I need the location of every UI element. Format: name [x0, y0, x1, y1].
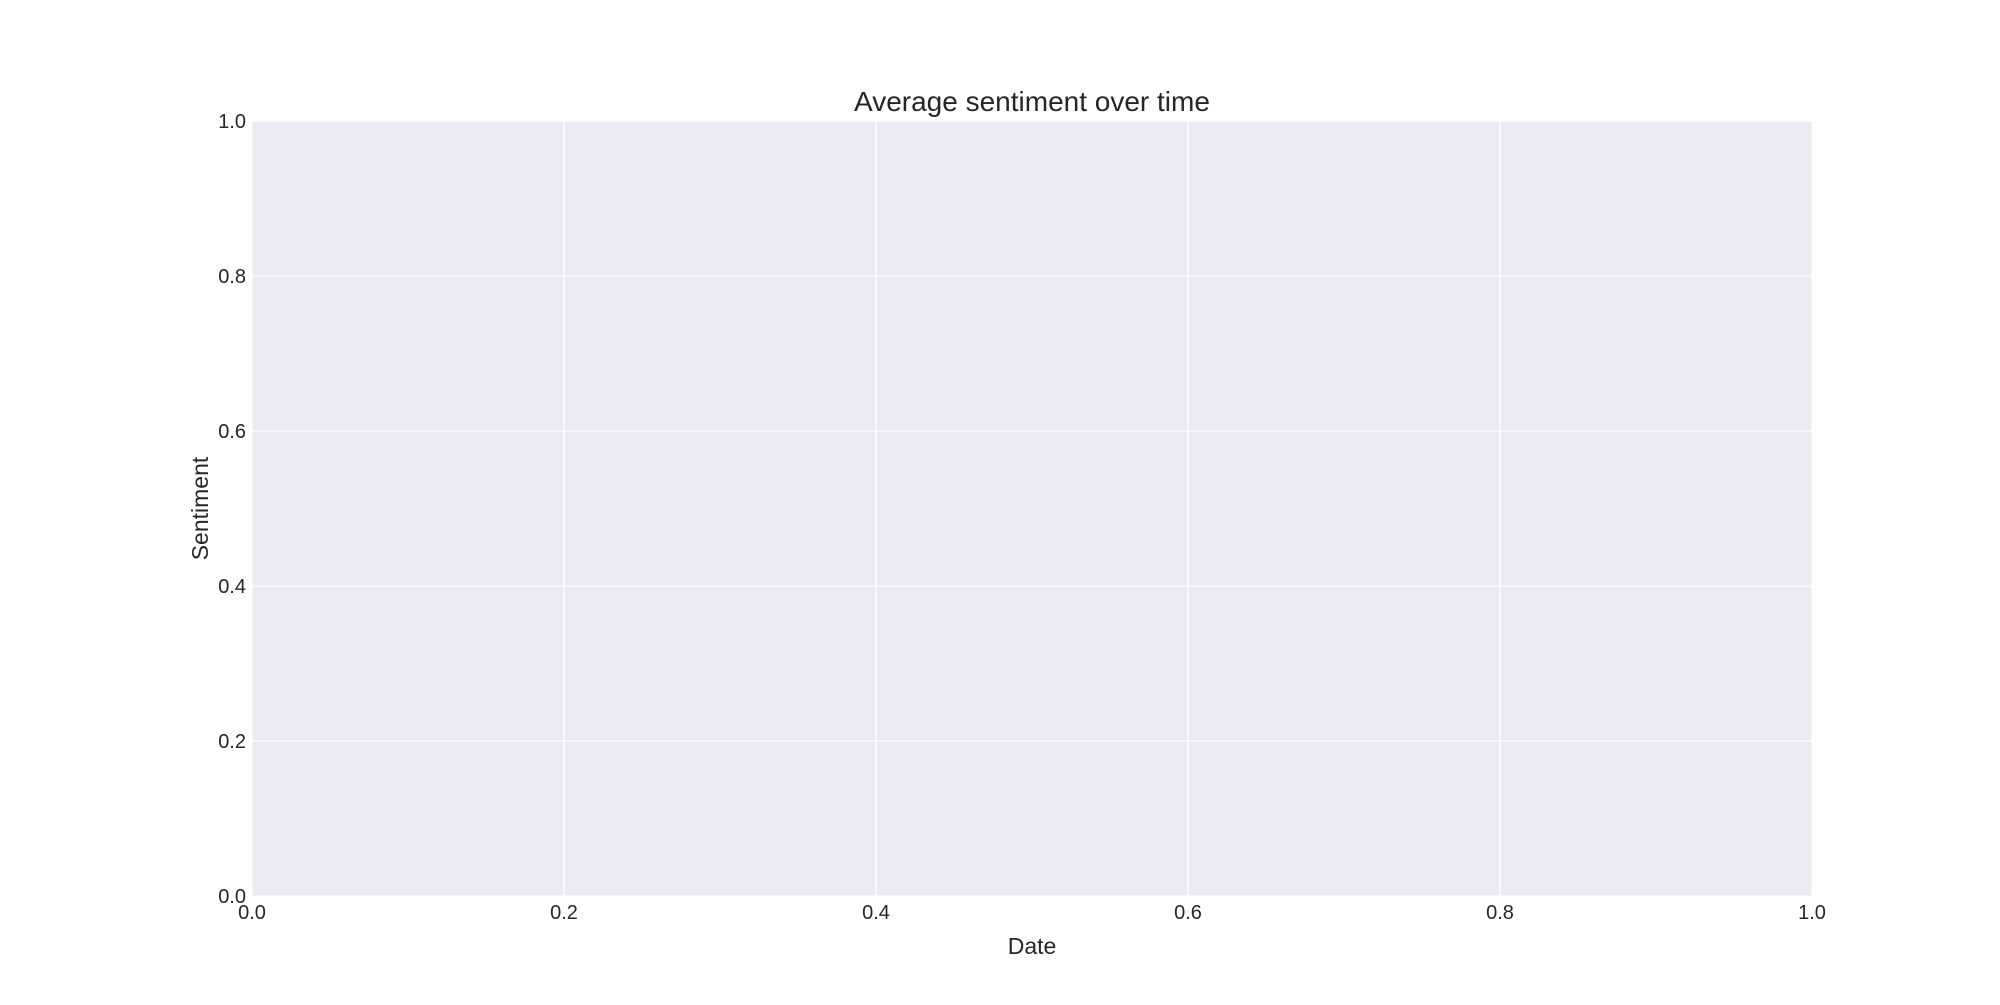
tick-labels: 0.0 0.2 0.4 0.6 0.8 1.0 0.0 0.2 0.4 0.6 0.8 1.0 [218, 111, 1826, 924]
plot-area [252, 121, 1812, 896]
x-tick-label-0: 0.0 [238, 902, 266, 924]
y-tick-label-5: 1.0 [218, 111, 246, 133]
x-tick-label-4: 0.8 [1486, 902, 1514, 924]
x-axis-label: Date [1008, 933, 1057, 959]
y-tick-label-3: 0.6 [218, 421, 246, 443]
chart-title: Average sentiment over time [854, 86, 1210, 117]
x-tick-label-1: 0.2 [550, 902, 578, 924]
y-tick-label-2: 0.4 [218, 576, 246, 598]
x-tick-label-2: 0.4 [862, 902, 890, 924]
y-tick-label-1: 0.2 [218, 731, 246, 753]
y-tick-label-4: 0.8 [218, 266, 246, 288]
y-tick-label-0: 0.0 [218, 886, 246, 908]
x-tick-label-3: 0.6 [1174, 902, 1202, 924]
grid-lines [251, 120, 1813, 897]
y-axis-label: Sentiment [187, 456, 213, 560]
x-tick-label-5: 1.0 [1798, 902, 1826, 924]
